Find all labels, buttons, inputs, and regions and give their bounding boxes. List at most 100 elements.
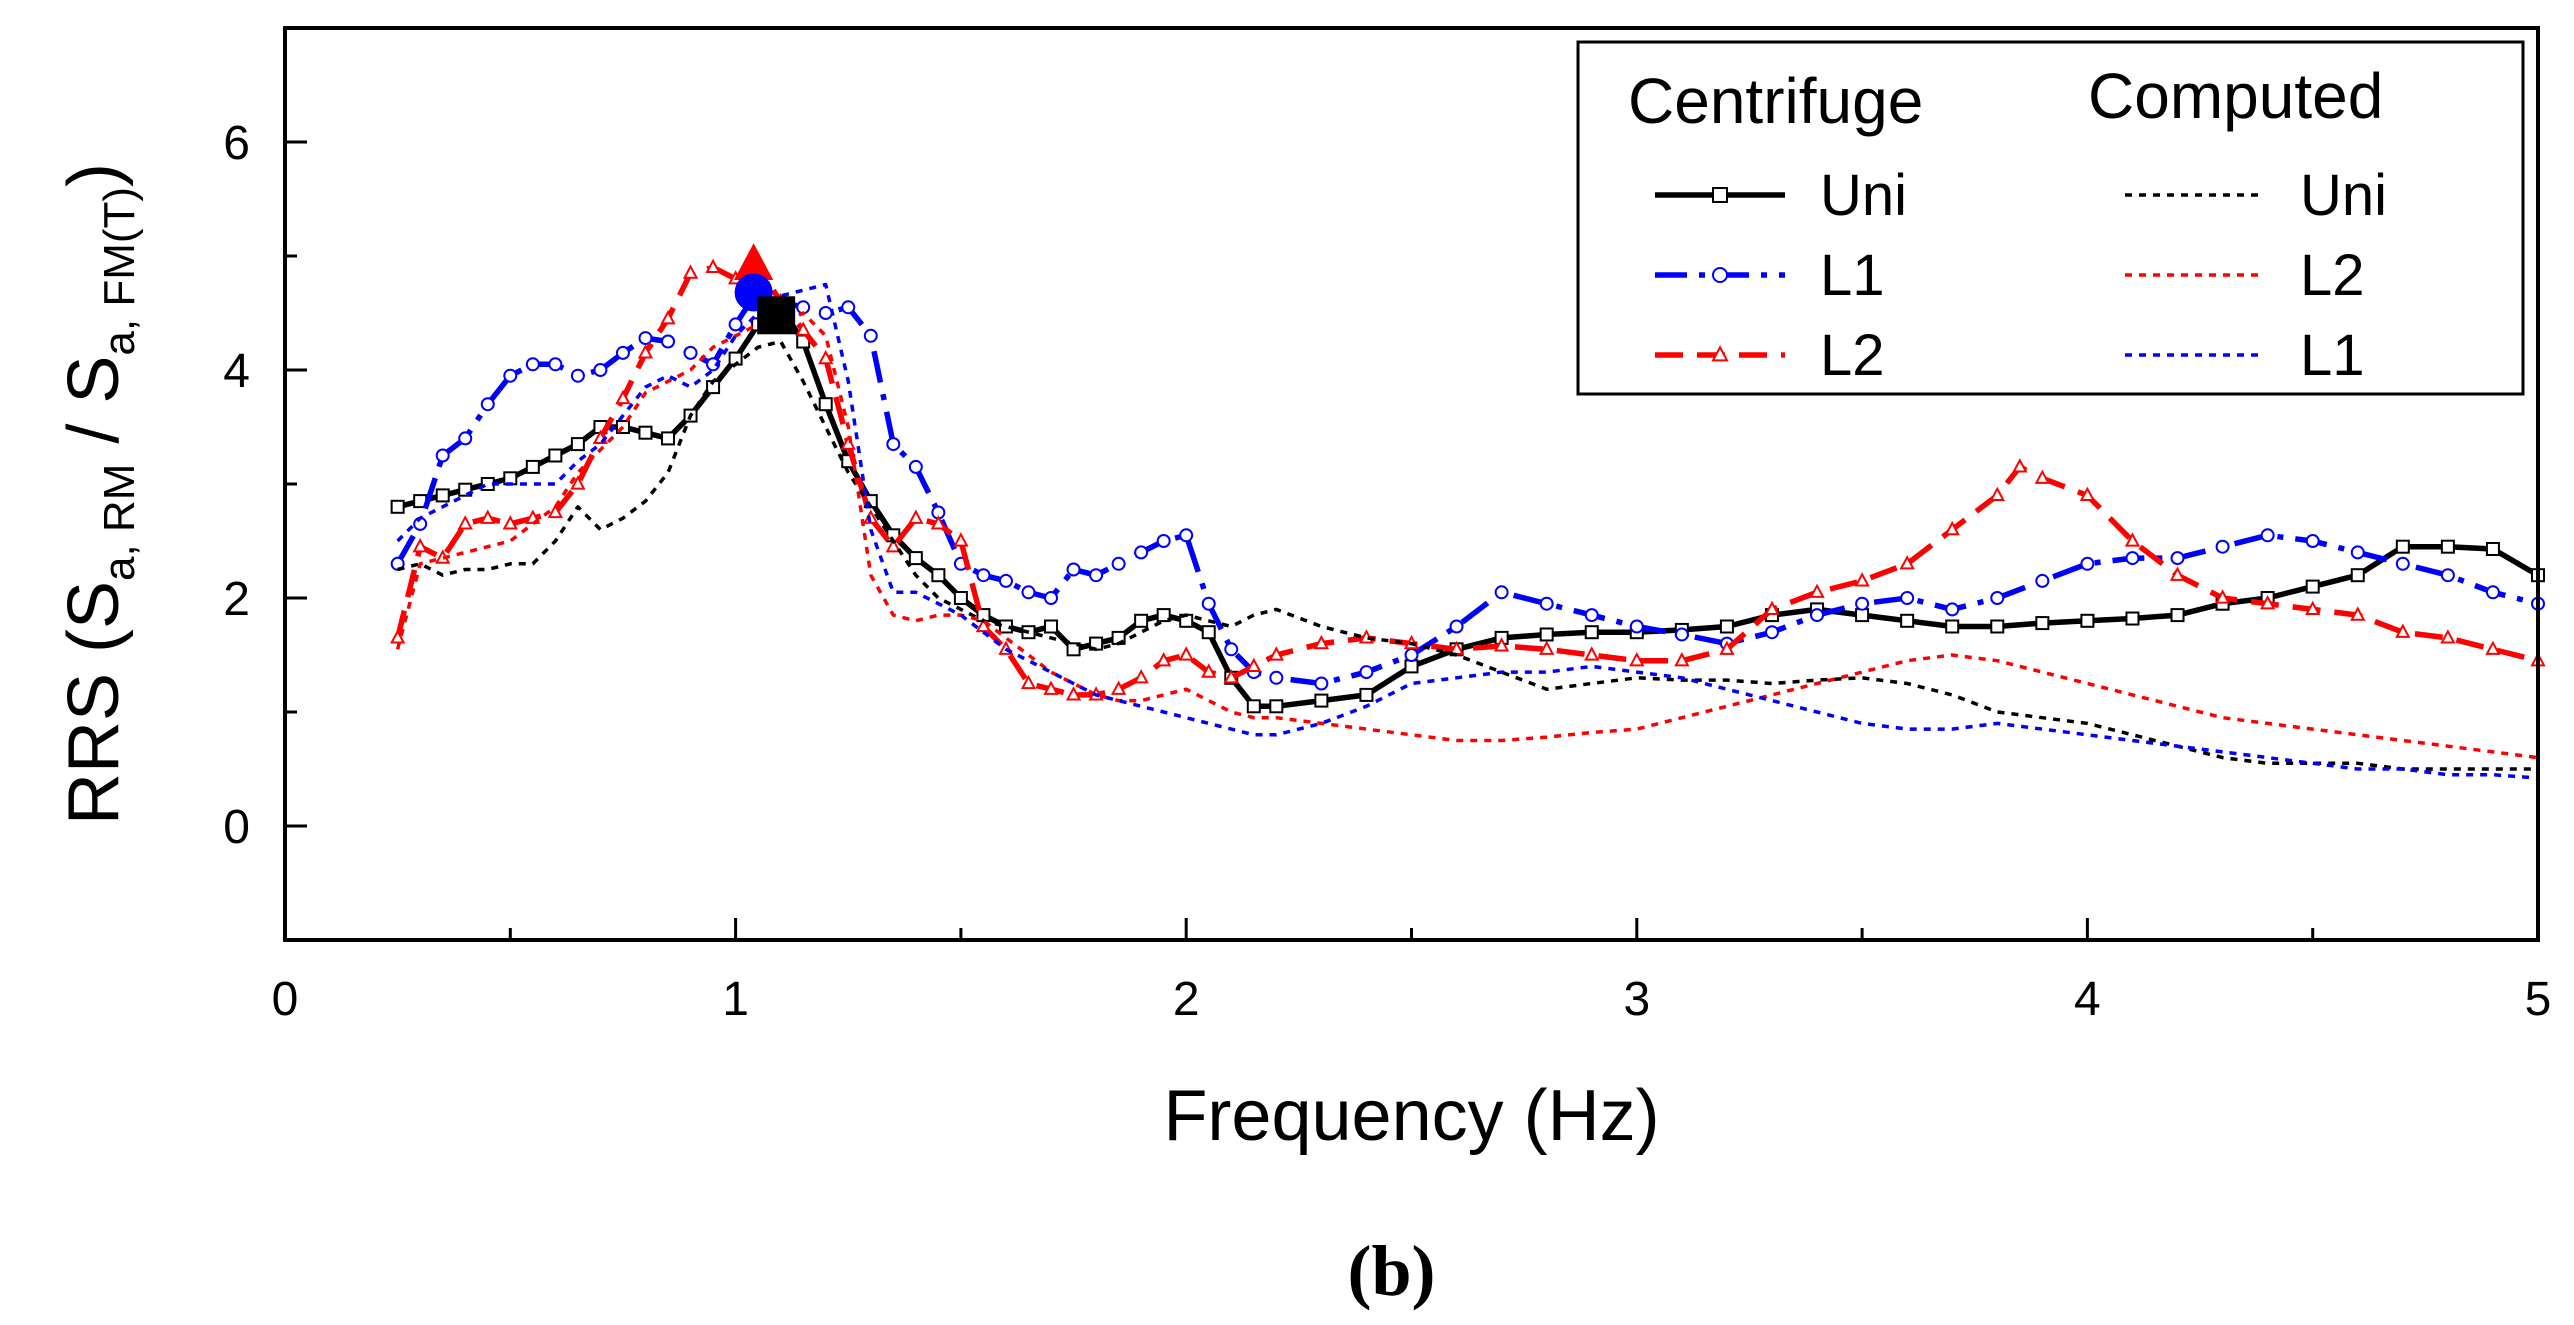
data-point: [570, 475, 586, 490]
data-point: [2440, 629, 2456, 644]
legend-marker: [1711, 345, 1729, 362]
data-point: [1900, 591, 1915, 605]
x-tick-label: 1: [722, 973, 749, 1026]
data-point: [1809, 583, 1825, 598]
data-point: [1584, 608, 1599, 623]
data-point: [1021, 585, 1036, 600]
legend: Centrifuge Computed Uni L1 L2 Uni L2 L1: [1576, 40, 2525, 396]
data-point: [1855, 608, 1870, 623]
data-point: [525, 459, 540, 474]
y-axis-title-end: ): [54, 163, 134, 187]
data-point: [480, 397, 495, 412]
data-point: [1313, 634, 1330, 650]
data-point: [390, 499, 405, 514]
data-point: [886, 437, 901, 452]
data-point: [863, 328, 878, 343]
y-axis-title-main: RRS (S: [54, 581, 134, 825]
data-point: [1493, 637, 1510, 652]
data-point: [1629, 651, 1645, 667]
data-point: [1044, 619, 1059, 634]
data-point: [1989, 486, 2005, 502]
data-point: [570, 437, 585, 452]
data-point: [1584, 646, 1600, 661]
data-point: [1945, 602, 1960, 617]
data-point: [1269, 670, 1284, 685]
legend-box: [1576, 40, 2525, 396]
legend-label: Uni: [2300, 163, 2387, 228]
y-axis-title-mid: / S: [54, 356, 134, 464]
data-point: [2170, 608, 2185, 623]
data-point: [2012, 458, 2028, 473]
data-point: [1043, 680, 1059, 695]
data-point: [412, 537, 428, 553]
x-tick-label: 4: [2074, 973, 2101, 1026]
data-point: [2350, 606, 2366, 621]
series-centrifuge-l1: [390, 283, 2545, 691]
data-point: [2125, 611, 2140, 626]
data-point: [1246, 699, 1261, 714]
data-point: [2395, 623, 2411, 638]
data-point: [1764, 600, 1780, 616]
data-point: [1900, 613, 1915, 628]
data-point: [2395, 556, 2410, 571]
data-point: [2305, 600, 2321, 616]
legend-label: L2: [1820, 323, 1885, 388]
data-point: [2214, 589, 2231, 604]
data-point: [1764, 625, 1779, 640]
legend-marker: [1712, 267, 1728, 283]
data-point: [1449, 619, 1464, 634]
data-point: [435, 488, 450, 503]
data-point: [930, 515, 947, 530]
data-point: [1111, 556, 1126, 571]
data-point: [2485, 640, 2501, 655]
data-point: [2260, 528, 2275, 543]
data-point: [548, 448, 563, 463]
data-point: [638, 331, 653, 346]
data-point: [953, 532, 969, 547]
data-point: [1719, 619, 1734, 634]
data-point: [1066, 642, 1081, 657]
data-point: [1945, 619, 1960, 634]
data-point: [795, 321, 811, 336]
data-point: [840, 435, 856, 450]
data-point: [818, 397, 833, 412]
data-point: [841, 300, 856, 315]
data-point: [1020, 674, 1037, 690]
data-point: [998, 573, 1013, 588]
data-point: [2035, 573, 2050, 588]
y-tick-label: 4: [223, 345, 250, 398]
x-tick-label: 0: [272, 973, 299, 1026]
series-layer: [389, 258, 2546, 780]
data-point: [1990, 591, 2005, 605]
data-point: [975, 617, 992, 633]
data-point: [1674, 651, 1690, 667]
y-tick-label: 2: [223, 573, 250, 626]
data-point: [705, 258, 721, 274]
data-point: [1224, 642, 1239, 657]
data-point: [1494, 585, 1509, 600]
data-point: [390, 556, 405, 571]
series-line: [397, 339, 2538, 771]
data-point: [1201, 596, 1216, 611]
series-computed-l1: [396, 282, 2539, 780]
data-point: [593, 363, 608, 377]
data-point: [1179, 528, 1194, 543]
x-tick-label: 2: [1173, 973, 1200, 1026]
data-point: [1133, 669, 1149, 684]
data-point: [2170, 551, 2185, 566]
data-point: [2485, 585, 2500, 600]
data-point: [615, 389, 631, 405]
data-point: [706, 357, 721, 372]
markers-layer: [733, 243, 796, 335]
data-point: [1855, 596, 1870, 611]
y-tick-label: 6: [223, 117, 250, 170]
data-point: [1223, 669, 1239, 684]
data-point: [547, 503, 564, 519]
data-point: [908, 551, 923, 566]
data-point: [1539, 627, 1554, 642]
data-point: [2440, 568, 2455, 583]
data-point: [637, 344, 654, 359]
data-point: [1066, 562, 1081, 577]
data-point: [615, 345, 630, 360]
